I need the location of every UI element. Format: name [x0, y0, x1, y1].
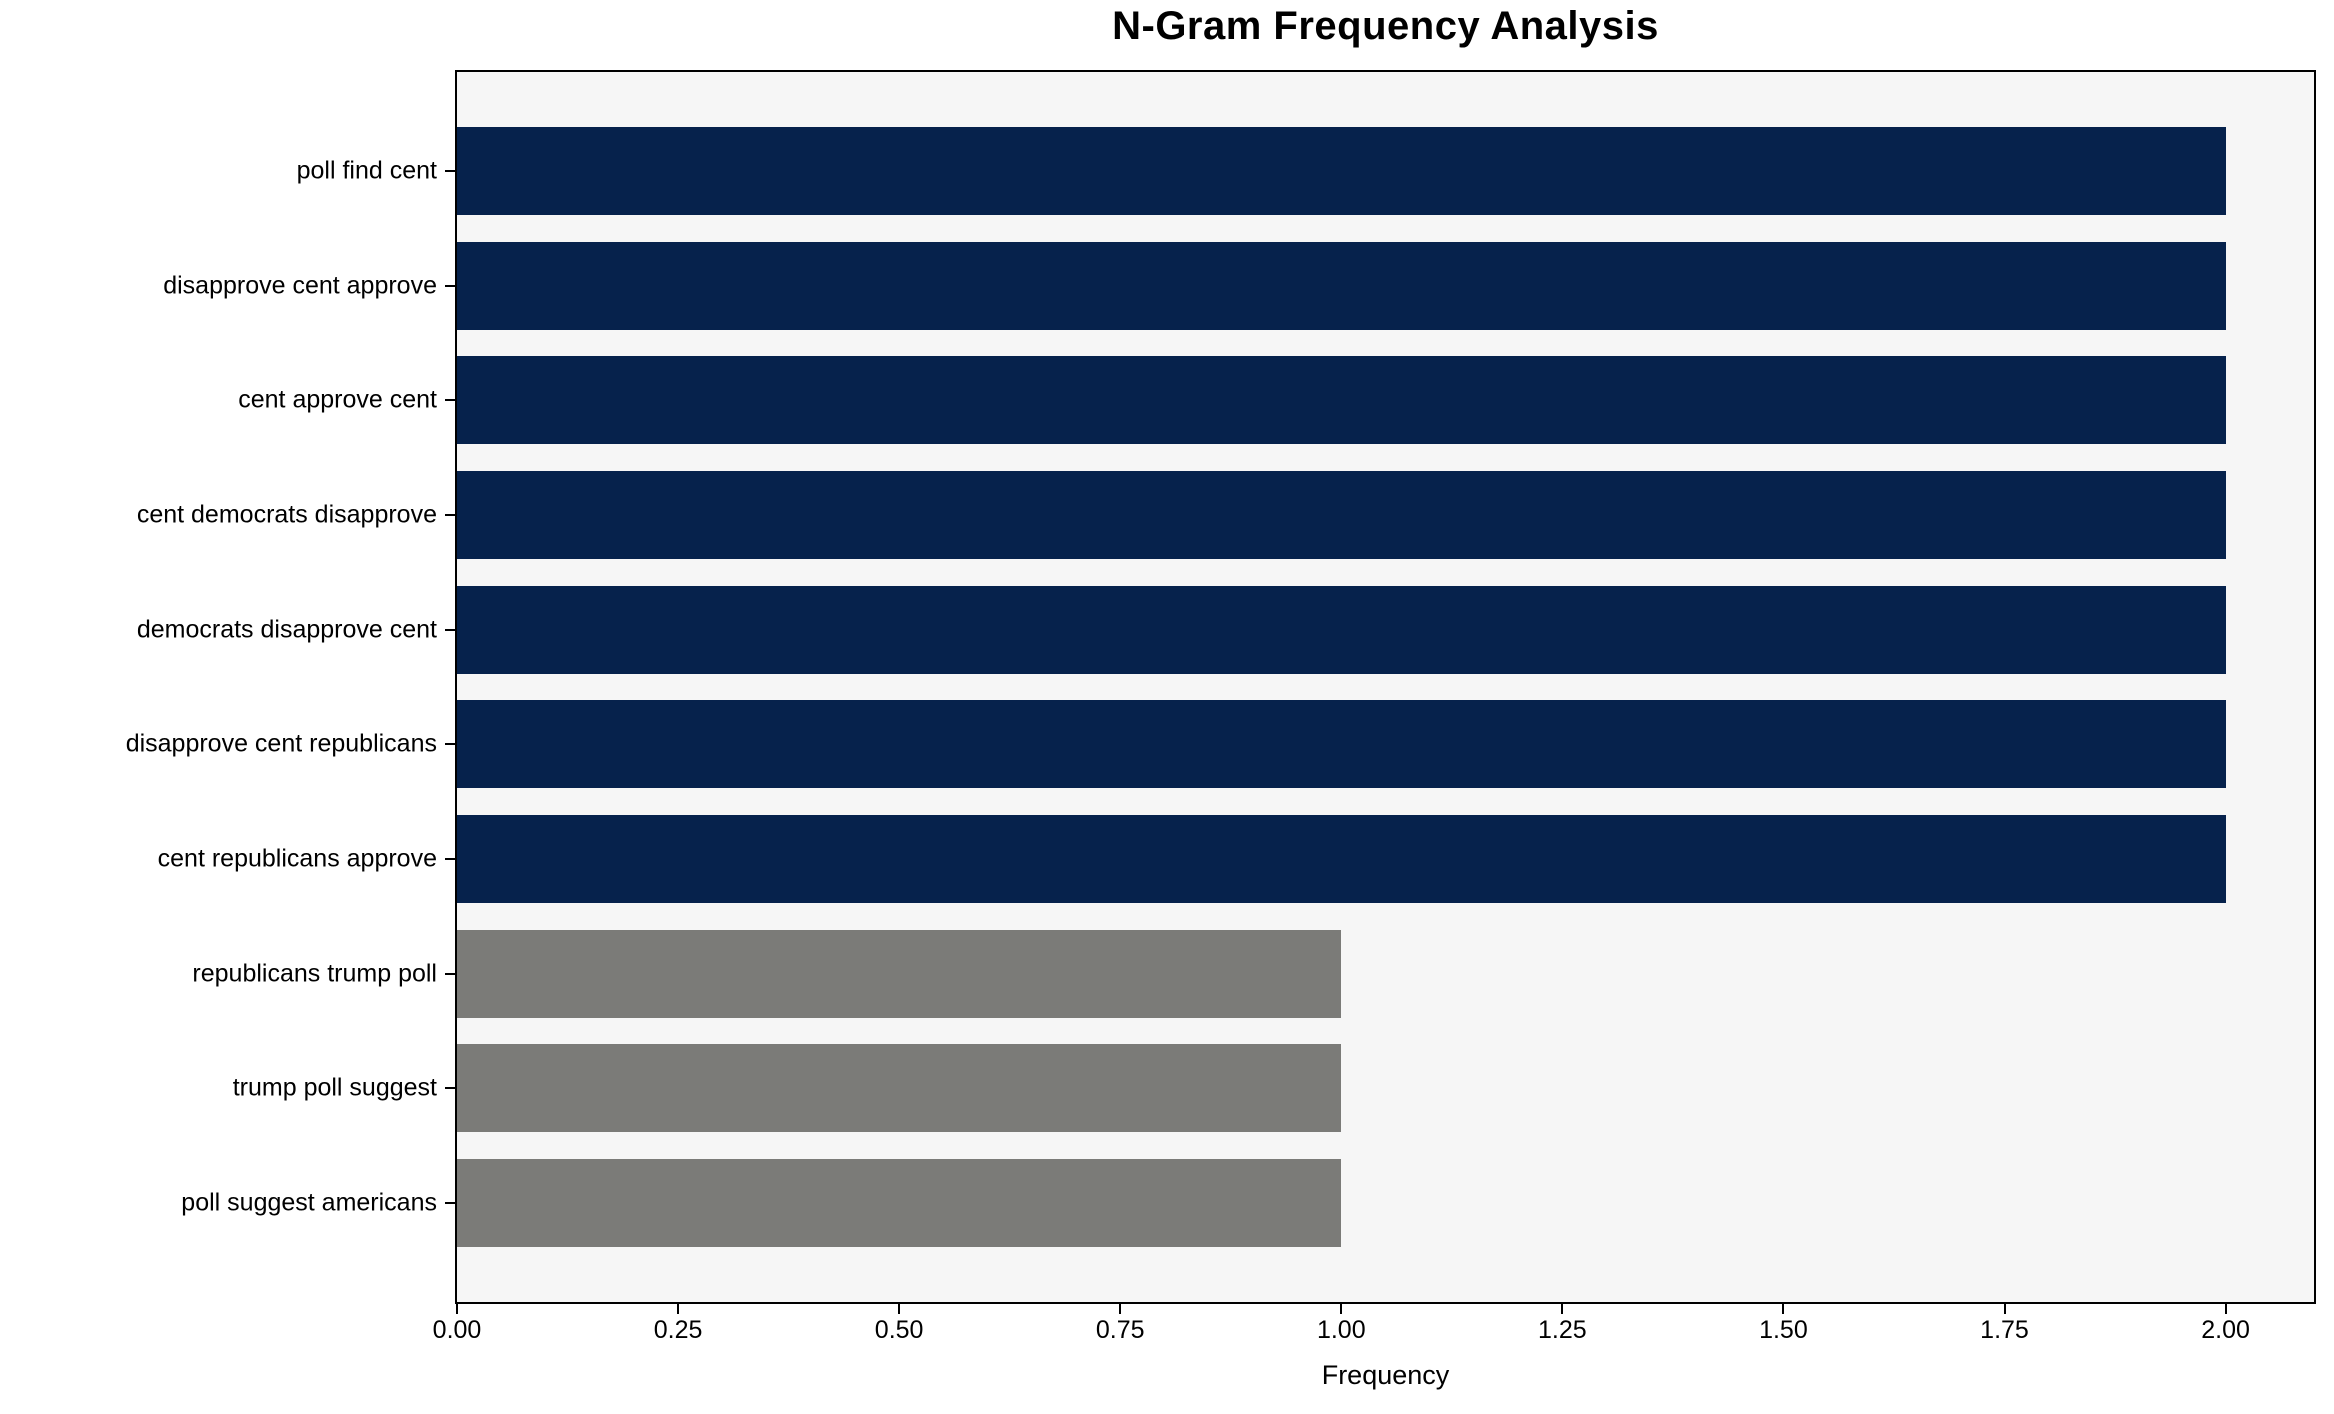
y-tick-label: trump poll suggest — [232, 1073, 437, 1102]
y-tick-mark — [445, 858, 455, 860]
bar — [457, 1044, 1342, 1133]
y-tick-mark — [445, 972, 455, 975]
x-tick-mark — [898, 1304, 901, 1314]
y-tick-label: republicans trump poll — [192, 959, 437, 988]
x-tick-label: 0.50 — [874, 1316, 924, 1344]
x-tick-label: 0.00 — [432, 1316, 482, 1344]
x-tick-mark — [1119, 1304, 1122, 1314]
y-tick-mark — [445, 1202, 455, 1204]
y-tick-mark — [445, 628, 455, 631]
x-tick-mark — [2003, 1304, 2006, 1314]
y-tick-mark — [445, 170, 455, 172]
y-tick-label: disapprove cent approve — [163, 271, 437, 300]
bar — [457, 471, 2226, 559]
bar — [457, 929, 1342, 1018]
y-tick-mark — [445, 1087, 455, 1090]
x-tick-mark — [1782, 1304, 1785, 1314]
x-tick-label: 0.75 — [1095, 1316, 1145, 1344]
bar — [457, 241, 2226, 330]
y-tick-label: cent democrats disapprove — [136, 500, 437, 529]
x-tick-label: 0.25 — [653, 1316, 703, 1344]
y-tick-mark — [445, 514, 455, 516]
x-tick-mark — [1561, 1304, 1564, 1314]
x-tick-mark — [2224, 1304, 2227, 1314]
bar — [457, 127, 2226, 215]
bar — [457, 585, 2226, 674]
y-tick-label: cent approve cent — [238, 385, 437, 414]
bar — [457, 815, 2226, 903]
chart-title: N-Gram Frequency Analysis — [1112, 4, 1659, 48]
x-tick-label: 1.25 — [1538, 1316, 1587, 1344]
bar — [457, 1159, 1342, 1247]
x-tick-mark — [456, 1304, 458, 1314]
x-tick-mark — [1340, 1304, 1343, 1314]
y-tick-label: poll suggest americans — [181, 1188, 437, 1217]
x-tick-label: 1.75 — [1980, 1316, 2029, 1344]
y-tick-label: disapprove cent republicans — [125, 729, 437, 758]
y-tick-label: cent republicans approve — [157, 844, 437, 873]
x-tick-label: 1.00 — [1316, 1316, 1366, 1344]
y-tick-label: poll find cent — [296, 156, 437, 185]
y-tick-mark — [445, 399, 455, 402]
x-tick-label: 2.00 — [2201, 1316, 2250, 1344]
bar — [457, 700, 2226, 789]
y-tick-label: democrats disapprove cent — [136, 615, 437, 644]
x-tick-label: 1.50 — [1759, 1316, 1808, 1344]
plot-area — [455, 70, 2316, 1304]
bar — [457, 356, 2226, 445]
y-tick-mark — [445, 284, 455, 287]
x-axis-label: Frequency — [1321, 1360, 1450, 1390]
y-tick-mark — [445, 743, 455, 746]
x-tick-mark — [677, 1304, 680, 1314]
